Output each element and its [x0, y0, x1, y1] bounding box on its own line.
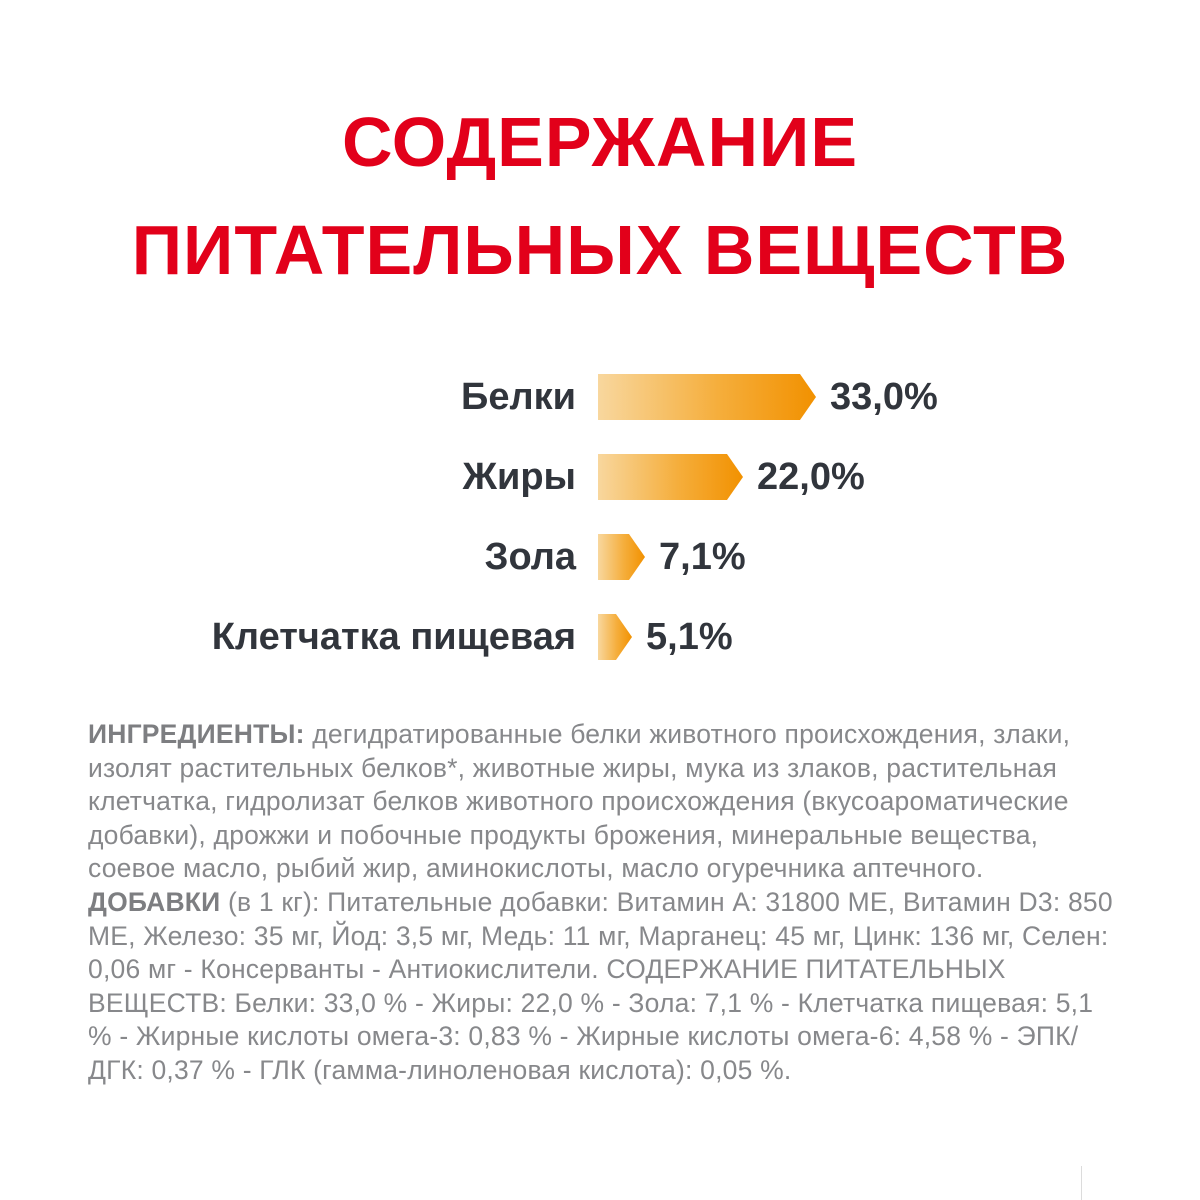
chart-row: Белки 33,0% — [0, 374, 1200, 420]
ingredients-text: дегидратированные белки животного происх… — [88, 719, 1071, 884]
page-edge-line — [1081, 1166, 1082, 1200]
chart-category-label: Жиры — [462, 455, 576, 498]
chart-value-label: 5,1% — [646, 615, 733, 658]
page-title: СОДЕРЖАНИЕ ПИТАТЕЛЬНЫХ ВЕЩЕСТВ — [0, 88, 1200, 304]
chart-bar — [598, 374, 816, 420]
nutrient-bar-chart: Белки 33,0% Жиры 22,0% Зола 7,1% Клетчатка пищ… — [0, 374, 1200, 660]
chart-row: Клетчатка пищевая 5,1% — [0, 614, 1200, 660]
chart-bar — [598, 454, 743, 500]
chart-bar — [598, 614, 632, 660]
chart-category-label: Белки — [461, 375, 576, 418]
additives-text: (в 1 кг): Питательные добавки: Витамин A… — [88, 886, 1113, 1085]
additives-label: ДОБАВКИ — [88, 886, 221, 917]
chart-category-label: Клетчатка пищевая — [211, 615, 576, 658]
chart-value-label: 22,0% — [757, 455, 865, 498]
ingredients-label: ИНГРЕДИЕНТЫ: — [88, 719, 305, 749]
chart-category-label: Зола — [484, 535, 576, 578]
chart-bar — [598, 534, 645, 580]
chart-row: Зола 7,1% — [0, 534, 1200, 580]
page-title-line2: ПИТАТЕЛЬНЫХ ВЕЩЕСТВ — [131, 211, 1069, 289]
page-title-line1: СОДЕРЖАНИЕ — [341, 103, 859, 181]
chart-value-label: 7,1% — [659, 535, 746, 578]
chart-row: Жиры 22,0% — [0, 454, 1200, 500]
ingredients-paragraph: ИНГРЕДИЕНТЫ: дегидратированные белки жив… — [88, 718, 1114, 1088]
nutrition-infographic: СОДЕРЖАНИЕ ПИТАТЕЛЬНЫХ ВЕЩЕСТВ Белки 33,0… — [0, 88, 1200, 1200]
chart-value-label: 33,0% — [830, 375, 938, 418]
